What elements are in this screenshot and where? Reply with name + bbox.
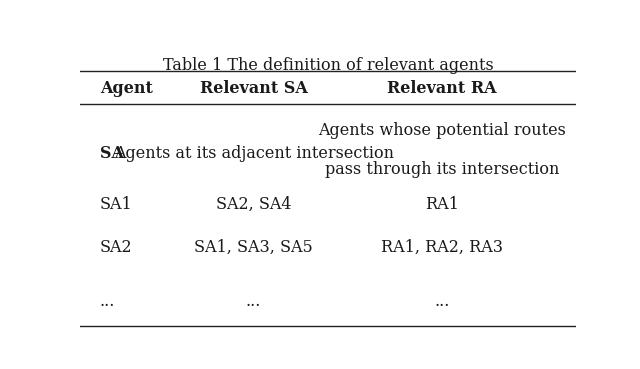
Text: ...: ...	[435, 293, 450, 310]
Text: SA: SA	[100, 145, 124, 162]
Text: pass through its intersection: pass through its intersection	[325, 161, 559, 178]
Text: SA1: SA1	[100, 196, 132, 213]
Text: Table 1 The definition of relevant agents: Table 1 The definition of relevant agent…	[163, 57, 493, 74]
Text: Agents whose potential routes: Agents whose potential routes	[318, 123, 566, 139]
Text: Relevant SA: Relevant SA	[200, 80, 308, 97]
Text: SA1, SA3, SA5: SA1, SA3, SA5	[194, 239, 313, 256]
Text: SA2: SA2	[100, 239, 132, 256]
Text: Agents at its adjacent intersection: Agents at its adjacent intersection	[114, 145, 394, 162]
Text: ...: ...	[246, 293, 261, 310]
Text: RA1: RA1	[425, 196, 459, 213]
Text: ...: ...	[100, 293, 115, 310]
Text: RA1, RA2, RA3: RA1, RA2, RA3	[381, 239, 503, 256]
Text: Relevant RA: Relevant RA	[387, 80, 497, 97]
Text: Agent: Agent	[100, 80, 153, 97]
Text: SA2, SA4: SA2, SA4	[216, 196, 291, 213]
